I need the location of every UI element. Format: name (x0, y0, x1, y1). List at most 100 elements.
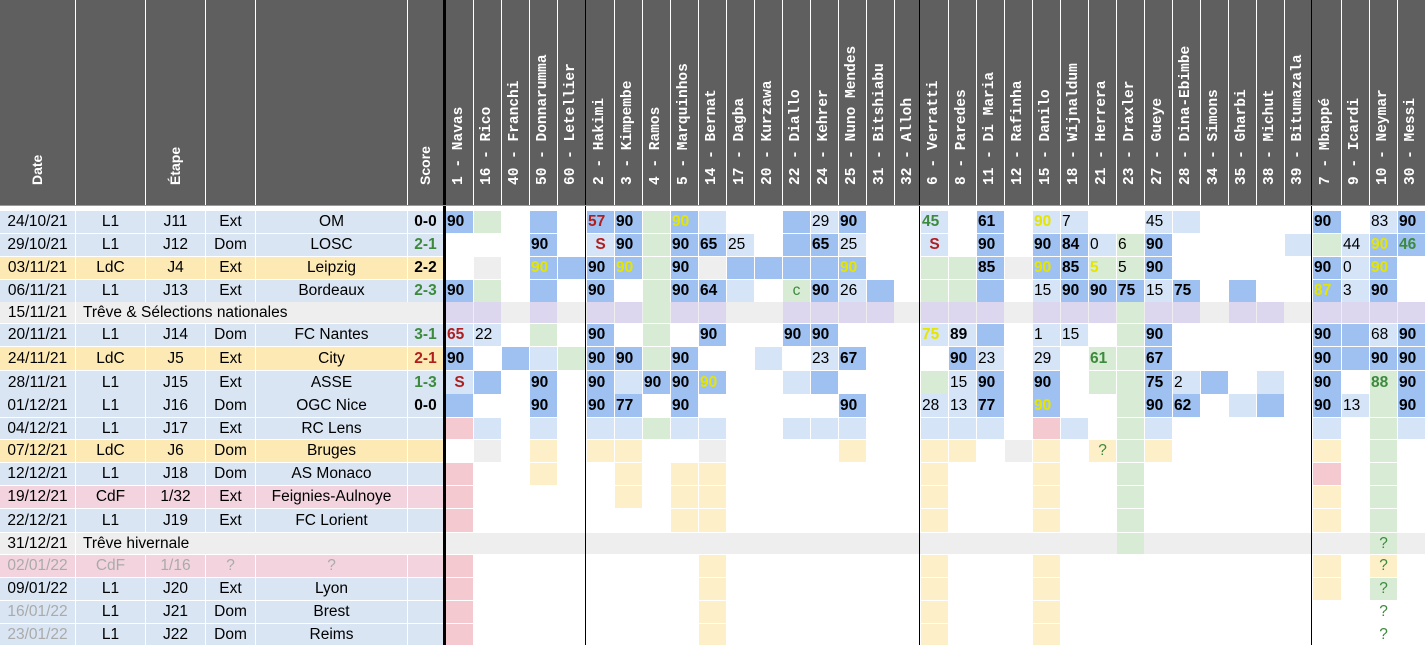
player-cell[interactable] (1370, 418, 1397, 439)
player-cell[interactable]: 88 (1370, 371, 1397, 394)
player-cell[interactable]: 90 (671, 347, 698, 370)
player-header[interactable]: 15 - Danilo (1033, 0, 1060, 205)
cell-etape[interactable]: J13 (146, 280, 205, 302)
player-cell[interactable] (474, 211, 501, 233)
cell-competition[interactable]: L1 (76, 324, 145, 346)
player-cell[interactable]: 29 (1033, 347, 1060, 370)
player-cell[interactable]: ? (1370, 624, 1397, 645)
player-cell[interactable] (699, 463, 726, 485)
player-cell[interactable] (1313, 509, 1341, 532)
cell-adversaire[interactable]: AS Monaco (256, 463, 407, 485)
player-cell[interactable]: 89 (949, 324, 976, 346)
player-cell[interactable]: 75 (1117, 280, 1144, 302)
player-cell[interactable] (1145, 418, 1172, 439)
cell-adversaire[interactable]: Reims (256, 624, 407, 645)
player-cell[interactable]: 45 (1145, 211, 1172, 233)
player-cell[interactable] (811, 418, 838, 439)
player-cell[interactable] (811, 533, 838, 554)
player-cell[interactable] (1398, 418, 1425, 439)
player-cell[interactable] (921, 440, 948, 462)
cell-competition[interactable]: L1 (76, 509, 145, 532)
player-cell[interactable]: 67 (1145, 347, 1172, 370)
player-cell[interactable] (783, 302, 810, 323)
cell-score[interactable] (408, 601, 443, 623)
player-header[interactable]: 8 - Paredes (949, 0, 976, 205)
player-cell[interactable]: 3 (1342, 280, 1369, 302)
player-cell[interactable]: 29 (811, 211, 838, 233)
cell-date[interactable]: 22/12/21 (0, 509, 75, 532)
cell-score[interactable]: 1-3 (408, 371, 443, 394)
player-cell[interactable]: S (446, 371, 473, 394)
player-header[interactable]: 22 - Diallo (783, 0, 810, 205)
player-cell[interactable]: 57 (587, 211, 614, 233)
player-cell[interactable] (446, 601, 473, 623)
cell-etape[interactable]: J22 (146, 624, 205, 645)
player-cell[interactable] (1173, 211, 1200, 233)
player-cell[interactable] (587, 440, 614, 462)
player-cell[interactable]: 5 (1089, 257, 1116, 279)
player-cell[interactable] (1342, 324, 1369, 346)
player-cell[interactable] (1313, 486, 1341, 508)
cell-dom-ext[interactable]: Ext (206, 371, 255, 394)
cell-adversaire[interactable]: OM (256, 211, 407, 233)
cell-etape[interactable]: J14 (146, 324, 205, 346)
player-cell[interactable] (783, 257, 810, 279)
player-cell[interactable]: 90 (811, 324, 838, 346)
player-cell[interactable]: 75 (1145, 371, 1172, 394)
player-cell[interactable] (921, 624, 948, 645)
cell-date[interactable]: 01/12/21 (0, 394, 75, 417)
player-cell[interactable] (1061, 302, 1088, 323)
player-cell[interactable]: 90 (671, 394, 698, 417)
player-cell[interactable] (643, 211, 670, 233)
cell-competition[interactable]: L1 (76, 211, 145, 233)
cell-adversaire[interactable]: FC Lorient (256, 509, 407, 532)
cell-competition[interactable]: LdC (76, 347, 145, 370)
cell-dom-ext[interactable]: Dom (206, 440, 255, 462)
cell-etape[interactable]: 1/16 (146, 555, 205, 577)
player-cell[interactable] (977, 533, 1004, 554)
player-cell[interactable] (530, 347, 557, 370)
player-cell[interactable] (1313, 234, 1341, 256)
player-cell[interactable]: 90 (1313, 257, 1341, 279)
player-cell[interactable] (530, 533, 557, 554)
player-cell[interactable] (921, 418, 948, 439)
player-cell[interactable] (643, 324, 670, 346)
player-header[interactable]: 32 - Alloh (895, 0, 922, 205)
cell-adversaire[interactable]: RC Lens (256, 418, 407, 439)
cell-dom-ext[interactable]: Ext (206, 418, 255, 439)
player-cell[interactable]: 90 (1033, 394, 1060, 417)
player-cell[interactable] (1229, 302, 1256, 323)
player-cell[interactable]: ? (1370, 601, 1397, 623)
player-cell[interactable]: 44 (1342, 234, 1369, 256)
player-header[interactable]: 24 - Kehrer (811, 0, 838, 205)
player-cell[interactable] (530, 211, 557, 233)
player-cell[interactable]: 61 (1089, 347, 1116, 370)
player-cell[interactable] (615, 440, 642, 462)
player-cell[interactable] (1342, 347, 1369, 370)
player-cell[interactable]: 77 (977, 394, 1004, 417)
player-cell[interactable] (921, 601, 948, 623)
player-cell[interactable]: 61 (977, 211, 1004, 233)
player-header[interactable]: 60 - Letellier (558, 0, 585, 205)
player-cell[interactable]: 90 (1033, 257, 1060, 279)
player-cell[interactable] (474, 418, 501, 439)
player-cell[interactable] (643, 418, 670, 439)
player-cell[interactable] (446, 578, 473, 600)
player-cell[interactable]: 90 (1313, 371, 1341, 394)
player-cell[interactable] (446, 302, 473, 323)
cell-date[interactable]: 02/01/22 (0, 555, 75, 577)
cell-dom-ext[interactable]: Dom (206, 324, 255, 346)
col-header-date[interactable]: Date (0, 0, 75, 205)
player-cell[interactable] (1229, 533, 1256, 554)
player-cell[interactable] (839, 533, 866, 554)
cell-dom-ext[interactable]: Ext (206, 578, 255, 600)
cell-etape[interactable]: J15 (146, 371, 205, 394)
player-header[interactable]: 18 - Wijnaldum (1061, 0, 1088, 205)
player-cell[interactable] (949, 533, 976, 554)
cell-score[interactable] (408, 418, 443, 439)
cell-competition[interactable]: L1 (76, 371, 145, 394)
player-cell[interactable]: 5 (1117, 257, 1144, 279)
cell-date[interactable]: 09/01/22 (0, 578, 75, 600)
player-cell[interactable] (1033, 624, 1060, 645)
cell-score[interactable] (408, 463, 443, 485)
